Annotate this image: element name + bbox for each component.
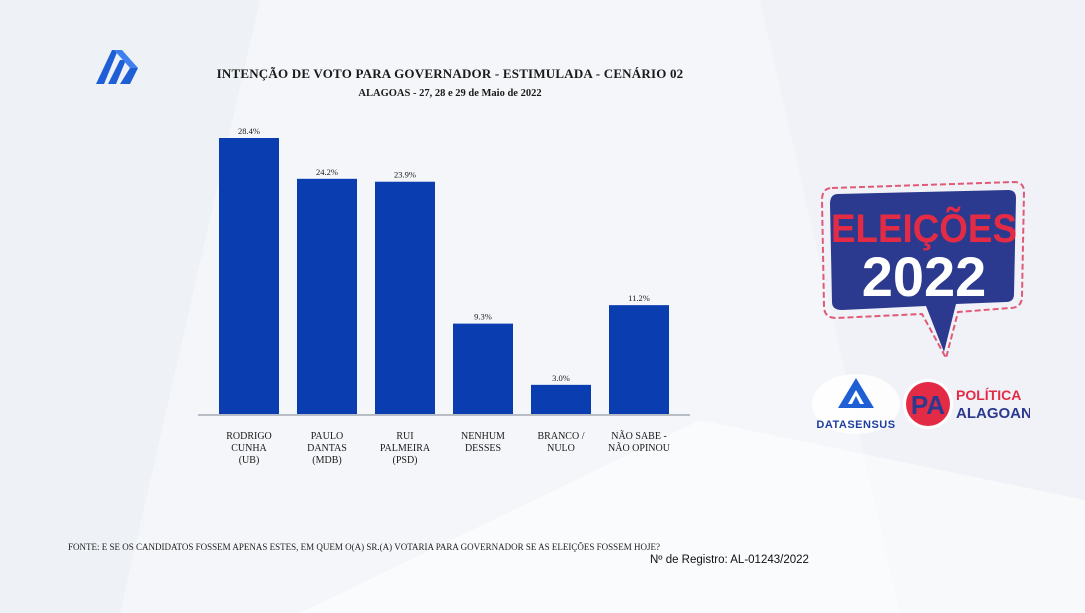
category-label-0-1: CUNHA [231,443,267,454]
category-label-1-2: (MDB) [312,455,341,466]
bar-1 [297,178,357,414]
chart-subtitle: ALAGOAS - 27, 28 e 29 de Maio de 2022 [358,88,542,99]
datasensus-logo: DATASENSUS [812,374,900,434]
data-label-2: 23.9% [394,170,416,180]
category-label-2-1: PALMEIRA [380,443,431,454]
category-label-1-1: DANTAS [307,443,347,454]
datasensus-mark-logo [96,50,138,84]
category-label-5-1: NÃO OPINOU [608,442,671,454]
badge-line1: ELEIÇÕES [831,206,1017,252]
politica-alagoana-logo: PA POLÍTICA ALAGOANA [903,379,1030,429]
bar-2 [375,181,435,414]
category-label-5-0: NÃO SABE - [611,430,667,442]
bar-3 [453,323,513,414]
data-label-0: 28.4% [238,126,260,136]
bar-5 [609,305,669,414]
bar-0 [219,138,279,414]
pa-initials: PA [911,390,945,420]
data-label-3: 9.3% [474,312,492,322]
chart-title: INTENÇÃO DE VOTO PARA GOVERNADOR - ESTIM… [216,66,684,81]
alagoana-word: ALAGOANA [956,405,1030,422]
category-label-0-0: RODRIGO [226,431,272,442]
data-label-1: 24.2% [316,167,338,177]
data-label-5: 11.2% [628,293,650,303]
eleicoes-2022-badge: ELEIÇÕES 2022 [820,180,1026,361]
registration-number: Nº de Registro: AL-01243/2022 [650,554,809,566]
category-label-3-1: DESSES [465,443,501,454]
category-label-4-0: BRANCO / [538,431,585,442]
category-label-0-2: (UB) [239,455,260,466]
category-label-4-1: NULO [547,443,575,454]
category-label-2-2: (PSD) [392,455,417,466]
badge-line2: 2022 [862,245,987,308]
category-label-2-0: RUI [396,431,413,442]
category-label-1-0: PAULO [311,431,343,442]
source-note: FONTE: E SE OS CANDIDATOS FOSSEM APENAS … [68,542,660,552]
bar-4 [531,384,591,414]
category-label-3-0: NENHUM [461,431,505,442]
politica-word: POLÍTICA [956,387,1021,403]
data-label-4: 3.0% [552,373,570,383]
datasensus-wordmark: DATASENSUS [816,419,895,431]
